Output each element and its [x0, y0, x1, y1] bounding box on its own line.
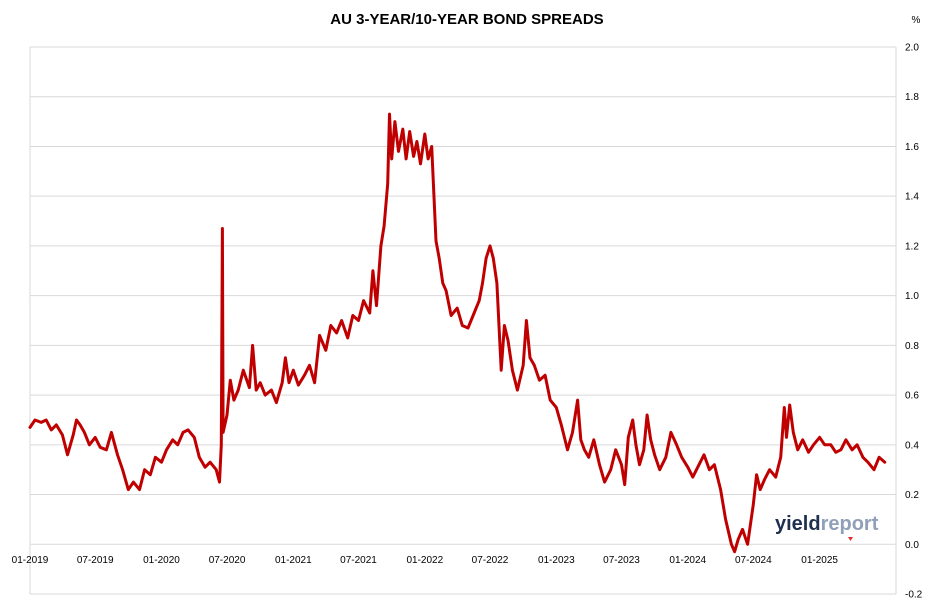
spread-series-line — [28, 112, 887, 554]
x-tick-label: 01-2021 — [275, 555, 312, 566]
yieldreport-logo: yieldreport — [775, 513, 879, 541]
y-tick-label: 1.8 — [905, 92, 919, 103]
series-layer — [28, 112, 887, 554]
y-tick-labels: -0.2 0.0 0.2 0.4 0.6 0.8 1.0 1.2 1.4 1.6 1.8 2.0 — [905, 43, 923, 601]
y-axis-unit: % — [912, 15, 921, 26]
y-tick-label: 0.4 — [905, 440, 919, 451]
x-tick-label: 07-2020 — [209, 555, 246, 566]
x-tick-label: 01-2023 — [538, 555, 575, 566]
x-tick-labels: 01-2019 07-2019 01-2020 07-2020 01-2021 07-20… — [12, 555, 839, 566]
x-tick-label: 07-2024 — [735, 555, 772, 566]
x-tick-label: 07-2022 — [472, 555, 509, 566]
x-tick-label: 07-2021 — [340, 555, 377, 566]
y-tick-label: 0.6 — [905, 391, 919, 402]
logo-text-yield: yield — [775, 513, 821, 535]
y-gridlines — [30, 46, 896, 545]
logo-text-report: report — [821, 513, 879, 535]
x-tick-label: 01-2019 — [12, 555, 49, 566]
x-tick-label: 01-2024 — [669, 555, 706, 566]
y-tick-label: 0.2 — [905, 490, 919, 501]
y-tick-label: 0.8 — [905, 341, 919, 352]
y-tick-label: 1.4 — [905, 192, 919, 203]
x-tick-label: 01-2022 — [406, 555, 443, 566]
y-tick-label: 1.0 — [905, 291, 919, 302]
chart-title: AU 3-YEAR/10-YEAR BOND SPREADS — [330, 11, 603, 28]
y-tick-label: 2.0 — [905, 43, 919, 54]
svg-text:yieldreport: yieldreport — [775, 513, 879, 535]
x-tick-label: 01-2020 — [143, 555, 180, 566]
y-tick-label: 0.0 — [905, 540, 919, 551]
logo-marker-icon — [848, 537, 853, 541]
y-tick-label: 1.2 — [905, 241, 919, 252]
x-tick-label: 07-2019 — [77, 555, 114, 566]
x-tick-label: 01-2025 — [801, 555, 838, 566]
x-tick-label: 07-2023 — [603, 555, 640, 566]
y-tick-label: 1.6 — [905, 142, 919, 153]
y-tick-label: -0.2 — [905, 590, 923, 601]
